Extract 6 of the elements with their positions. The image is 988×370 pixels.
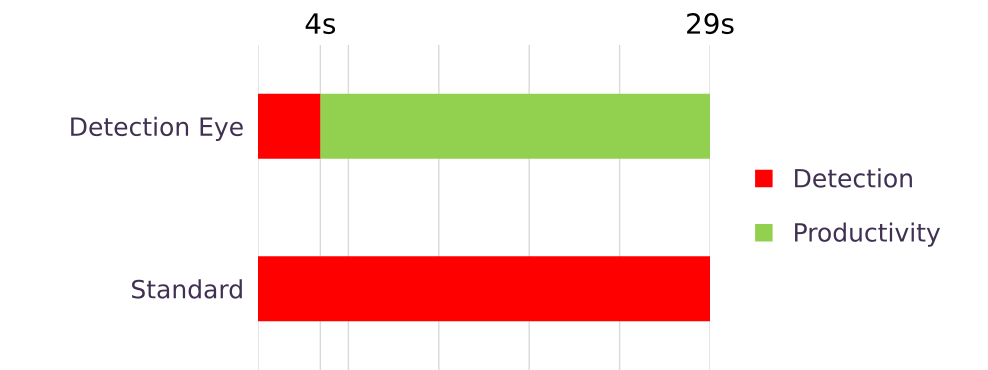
x-tick-label: 4s (306, 13, 336, 34)
y-tick-label: Standard (132, 279, 242, 299)
legend-label: Detection (795, 168, 912, 188)
x-tick-label: 29s (687, 13, 734, 34)
y-tick-label: Detection Eye (71, 116, 243, 141)
legend-label: Productivity (795, 222, 940, 247)
